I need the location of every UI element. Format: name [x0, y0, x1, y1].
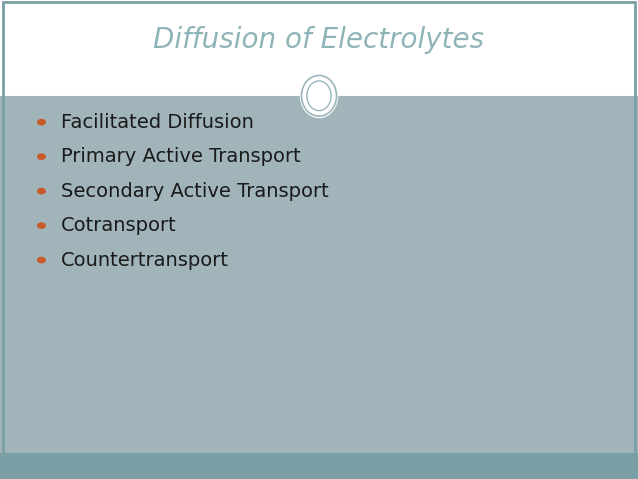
Circle shape: [37, 257, 46, 263]
Text: Secondary Active Transport: Secondary Active Transport: [61, 182, 329, 201]
Ellipse shape: [300, 73, 338, 118]
Ellipse shape: [301, 75, 337, 116]
FancyBboxPatch shape: [0, 453, 638, 479]
FancyBboxPatch shape: [0, 96, 638, 453]
Text: Diffusion of Electrolytes: Diffusion of Electrolytes: [153, 26, 485, 54]
Text: Primary Active Transport: Primary Active Transport: [61, 147, 300, 166]
Circle shape: [37, 188, 46, 194]
Text: Facilitated Diffusion: Facilitated Diffusion: [61, 113, 253, 132]
Text: Countertransport: Countertransport: [61, 251, 228, 270]
Circle shape: [37, 222, 46, 229]
Circle shape: [37, 153, 46, 160]
Text: Cotransport: Cotransport: [61, 216, 176, 235]
Ellipse shape: [307, 81, 331, 111]
Circle shape: [37, 119, 46, 125]
FancyBboxPatch shape: [0, 0, 638, 96]
